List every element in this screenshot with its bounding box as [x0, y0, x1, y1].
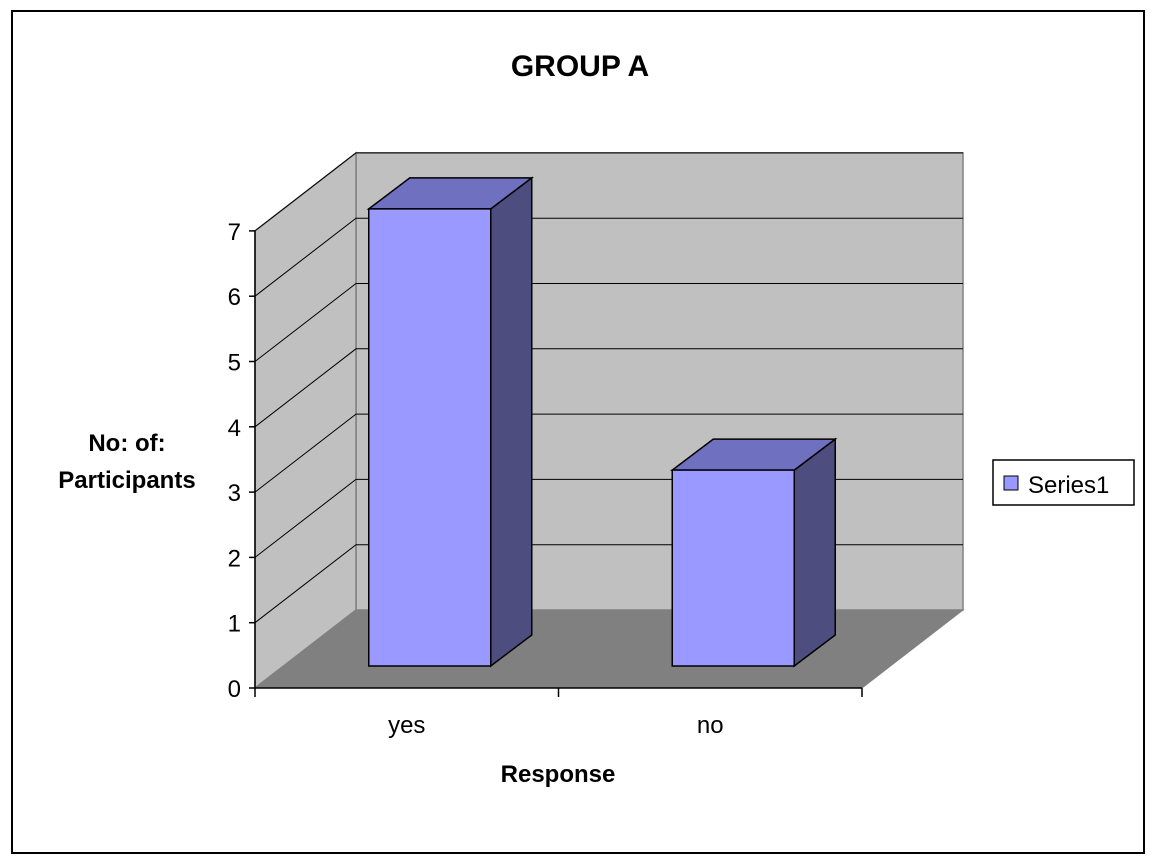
- y-tick-label-6: 6: [228, 284, 241, 311]
- x-tick-label-yes: yes: [388, 712, 425, 739]
- chart-title: GROUP A: [511, 50, 649, 83]
- y-axis-title-line-2: Participants: [58, 467, 195, 494]
- legend-swatch-series1: [1003, 475, 1019, 491]
- y-axis-title-line-1: No: of:: [88, 430, 165, 457]
- bar-front-yes: [368, 208, 492, 667]
- bars: [366, 176, 838, 668]
- gridline-7: [254, 152, 963, 232]
- x-axis-title: Response: [501, 761, 616, 788]
- side-wall: [254, 151, 357, 690]
- x-tick-label-no: no: [697, 712, 724, 739]
- bar-no: [670, 437, 838, 668]
- y-tick-label-1: 1: [228, 611, 241, 638]
- y-tick-label-2: 2: [228, 545, 241, 572]
- y-tick-label-0: 0: [228, 676, 241, 703]
- gridline-6: [254, 217, 963, 297]
- bar-side-yes: [490, 176, 533, 668]
- gridlines: [254, 152, 963, 624]
- bar-side-no: [793, 437, 836, 668]
- axes: [249, 230, 863, 697]
- y-tick-labels: 0 1 2 3 4 5 6 7: [228, 219, 241, 703]
- bar-front-no: [671, 469, 795, 667]
- x-tick-labels: yes no: [388, 712, 724, 739]
- y-tick-label-5: 5: [228, 350, 241, 377]
- gridline-5: [254, 283, 963, 362]
- floor: [253, 609, 965, 689]
- plot-walls: [253, 151, 965, 690]
- legend-label-series1: Series1: [1028, 472, 1109, 499]
- y-tick-label-7: 7: [228, 219, 241, 246]
- gridline-3: [254, 413, 963, 493]
- gridline-4: [254, 348, 963, 428]
- y-tick-label-3: 3: [228, 480, 241, 507]
- legend: Series1: [992, 459, 1135, 506]
- bar-yes: [366, 176, 534, 668]
- y-tick-label-4: 4: [228, 415, 241, 442]
